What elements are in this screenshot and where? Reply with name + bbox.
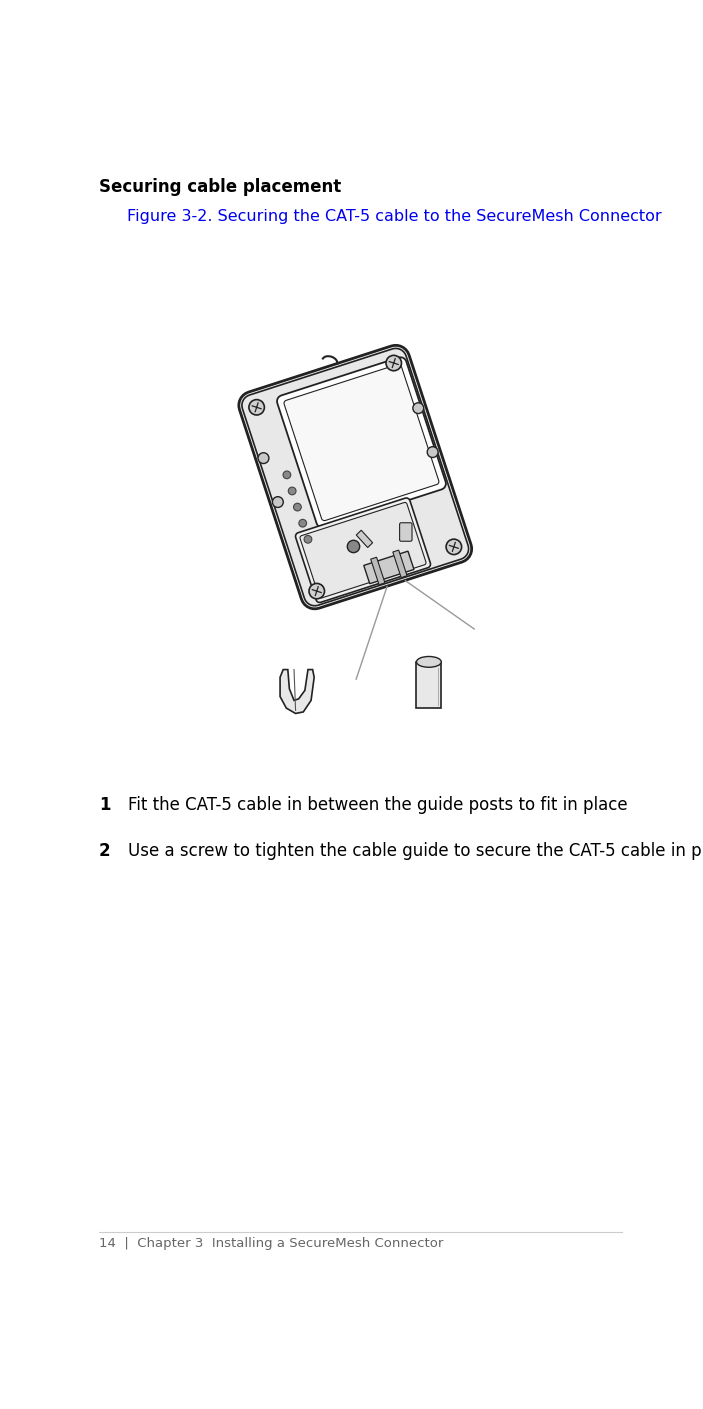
Polygon shape [284,365,439,520]
Circle shape [446,540,462,555]
Polygon shape [370,557,385,585]
Text: 1: 1 [98,796,110,814]
Text: Use a screw to tighten the cable guide to secure the CAT-5 cable in place: Use a screw to tighten the cable guide t… [128,843,703,859]
Polygon shape [277,358,446,527]
Ellipse shape [416,657,441,668]
Text: Figure 3-2. Securing the CAT-5 cable to the SecureMesh Connector: Figure 3-2. Securing the CAT-5 cable to … [127,209,662,224]
Polygon shape [280,669,314,713]
Circle shape [386,355,401,371]
Circle shape [258,452,269,464]
Polygon shape [393,550,407,578]
Circle shape [304,535,312,542]
Polygon shape [363,551,414,583]
Circle shape [288,488,296,495]
Text: 2: 2 [98,843,110,859]
Circle shape [249,400,264,416]
Circle shape [309,583,325,599]
Polygon shape [239,345,472,609]
Polygon shape [356,530,373,548]
Polygon shape [242,348,469,606]
Circle shape [273,497,283,507]
Circle shape [427,447,438,458]
Circle shape [299,520,307,527]
Polygon shape [300,503,426,597]
Circle shape [413,403,424,414]
Text: Fit the CAT-5 cable in between the guide posts to fit in place: Fit the CAT-5 cable in between the guide… [128,796,628,814]
Polygon shape [416,662,441,709]
Polygon shape [295,497,430,603]
Circle shape [347,540,360,552]
Circle shape [294,503,302,511]
FancyBboxPatch shape [399,523,412,541]
Circle shape [283,471,291,479]
Text: 14  |  Chapter 3  Installing a SecureMesh Connector: 14 | Chapter 3 Installing a SecureMesh C… [98,1237,443,1250]
Text: Securing cable placement: Securing cable placement [98,179,341,196]
